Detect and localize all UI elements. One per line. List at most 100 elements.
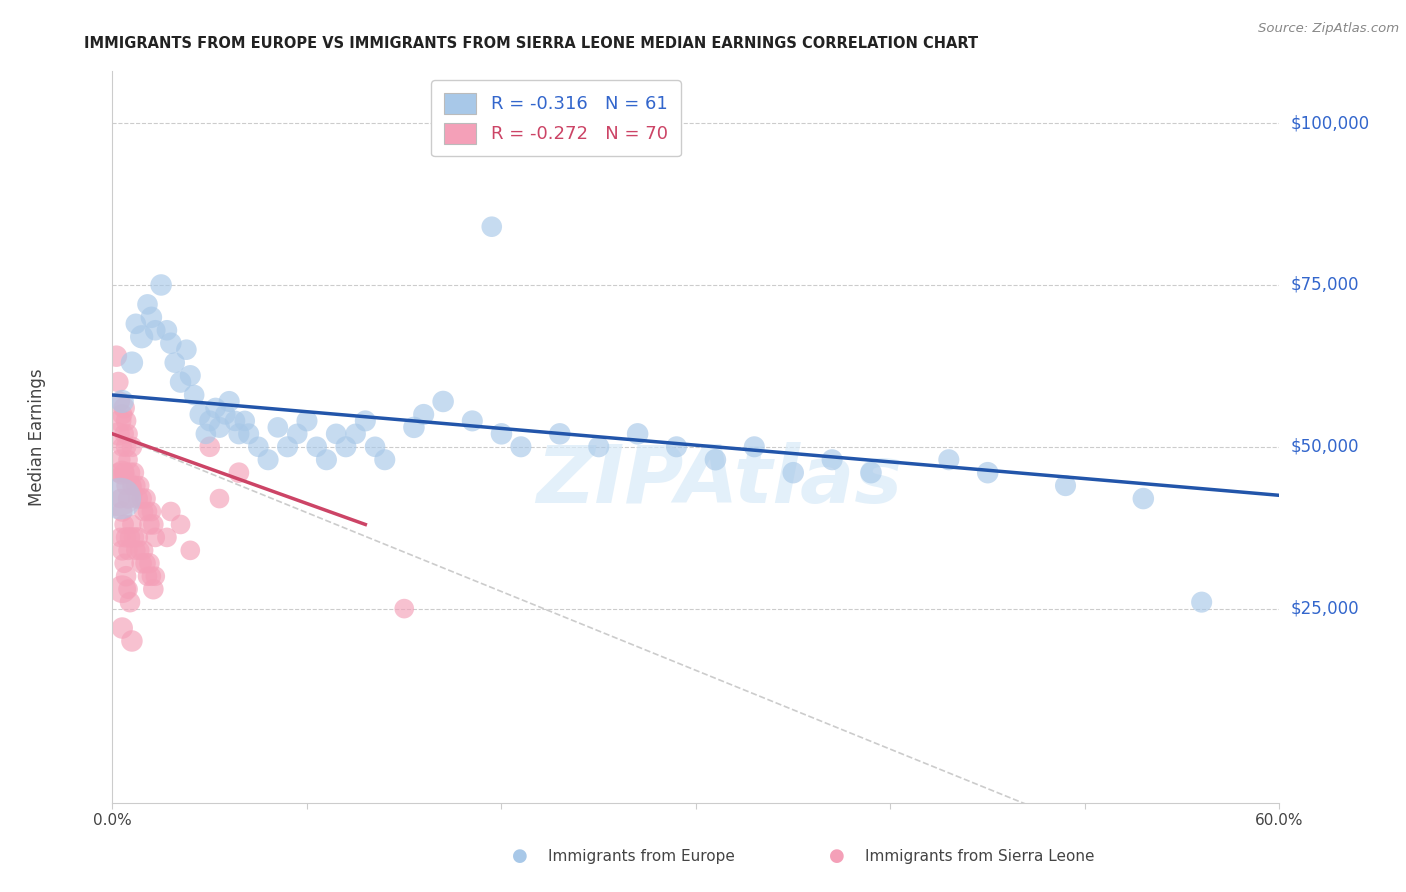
- Point: [107, 466, 129, 480]
- Point: [1191, 595, 1213, 609]
- Point: [315, 452, 337, 467]
- Point: [238, 426, 260, 441]
- Point: [111, 582, 134, 597]
- Point: [136, 569, 159, 583]
- Point: [136, 297, 159, 311]
- Point: [112, 517, 135, 532]
- Point: [128, 543, 150, 558]
- Point: [111, 621, 134, 635]
- Point: [115, 478, 138, 492]
- Point: [118, 530, 141, 544]
- Point: [143, 323, 166, 337]
- Point: [118, 466, 141, 480]
- Legend: R = -0.316   N = 61, R = -0.272   N = 70: R = -0.316 N = 61, R = -0.272 N = 70: [432, 80, 681, 156]
- Point: [156, 323, 179, 337]
- Point: [179, 368, 201, 383]
- Point: [142, 517, 165, 532]
- Point: [218, 394, 240, 409]
- Point: [138, 557, 160, 571]
- Point: [354, 414, 377, 428]
- Point: [276, 440, 298, 454]
- Point: [105, 349, 128, 363]
- Point: [125, 478, 148, 492]
- Point: [110, 530, 132, 544]
- Point: [295, 414, 318, 428]
- Point: [110, 491, 132, 506]
- Point: [138, 517, 160, 532]
- Point: [132, 504, 155, 518]
- Point: [176, 343, 198, 357]
- Point: [1054, 478, 1077, 492]
- Point: [131, 491, 153, 506]
- Point: [117, 543, 139, 558]
- Point: [112, 466, 135, 480]
- Point: [115, 569, 138, 583]
- Point: [107, 375, 129, 389]
- Text: $75,000: $75,000: [1291, 276, 1360, 294]
- Point: [121, 517, 143, 532]
- Point: [374, 452, 396, 467]
- Point: [228, 426, 250, 441]
- Point: [125, 543, 148, 558]
- Point: [548, 426, 571, 441]
- Point: [110, 394, 132, 409]
- Point: [179, 543, 201, 558]
- Text: Immigrants from Europe: Immigrants from Europe: [548, 849, 735, 863]
- Point: [821, 452, 844, 467]
- Text: ZIPAtlas: ZIPAtlas: [536, 442, 903, 520]
- Point: [344, 426, 367, 441]
- Point: [325, 426, 347, 441]
- Point: [111, 466, 134, 480]
- Point: [491, 426, 513, 441]
- Point: [125, 317, 148, 331]
- Point: [938, 452, 960, 467]
- Text: Median Earnings: Median Earnings: [28, 368, 45, 506]
- Point: [228, 466, 250, 480]
- Point: [111, 543, 134, 558]
- Point: [665, 440, 688, 454]
- Point: [481, 219, 503, 234]
- Point: [135, 557, 157, 571]
- Point: [267, 420, 290, 434]
- Point: [110, 452, 132, 467]
- Point: [976, 466, 998, 480]
- Point: [107, 426, 129, 441]
- Point: [285, 426, 308, 441]
- Point: [364, 440, 387, 454]
- Point: [127, 491, 149, 506]
- Point: [117, 452, 139, 467]
- Point: [208, 420, 231, 434]
- Point: [131, 330, 153, 344]
- Text: IMMIGRANTS FROM EUROPE VS IMMIGRANTS FROM SIERRA LEONE MEDIAN EARNINGS CORRELATI: IMMIGRANTS FROM EUROPE VS IMMIGRANTS FRO…: [84, 36, 979, 51]
- Point: [111, 394, 134, 409]
- Point: [412, 408, 434, 422]
- Point: [115, 414, 138, 428]
- Point: [143, 530, 166, 544]
- Point: [131, 557, 153, 571]
- Point: [111, 504, 134, 518]
- Point: [198, 440, 221, 454]
- Point: [392, 601, 416, 615]
- Point: [122, 466, 145, 480]
- Point: [204, 401, 226, 415]
- Point: [110, 414, 132, 428]
- Point: [588, 440, 610, 454]
- Point: [128, 478, 150, 492]
- Text: ●: ●: [512, 847, 529, 865]
- Point: [117, 491, 139, 506]
- Point: [461, 414, 484, 428]
- Text: ●: ●: [828, 847, 845, 865]
- Point: [402, 420, 425, 434]
- Point: [509, 440, 531, 454]
- Text: Source: ZipAtlas.com: Source: ZipAtlas.com: [1258, 22, 1399, 36]
- Point: [143, 569, 166, 583]
- Point: [305, 440, 328, 454]
- Text: $100,000: $100,000: [1291, 114, 1369, 132]
- Point: [188, 408, 211, 422]
- Point: [118, 595, 141, 609]
- Point: [208, 491, 231, 506]
- Point: [110, 491, 132, 506]
- Point: [224, 414, 246, 428]
- Point: [160, 504, 183, 518]
- Point: [122, 530, 145, 544]
